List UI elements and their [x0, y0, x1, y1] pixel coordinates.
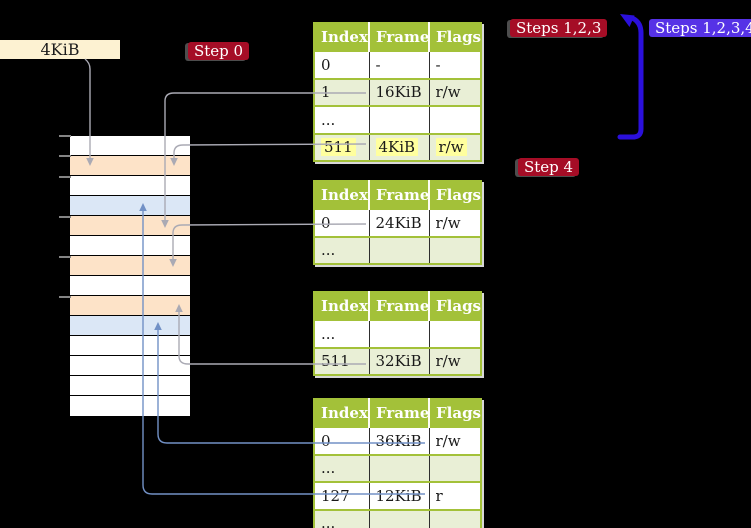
table-cell [429, 319, 481, 348]
table-cell: ... [314, 453, 370, 482]
table-row: 0-- [314, 50, 481, 79]
column-header-index: Index [314, 399, 370, 427]
table-cell: 511 [314, 132, 370, 161]
column-header-flags: Flags [429, 399, 481, 427]
steps-123-label: Steps 1,2,3 [510, 19, 608, 37]
table-cell: - [429, 50, 481, 79]
tick-mark [59, 135, 71, 137]
highlighted-value: 511 [321, 138, 356, 157]
table-cell: 1 [314, 77, 370, 106]
table-cell: ... [314, 319, 370, 348]
table-cell [369, 508, 430, 528]
table-row: 511 32KiB r/w [314, 346, 481, 375]
page-table-second: Index Frame Flags 0 24KiB r/w... [313, 180, 482, 265]
page-table-bottom: Index Frame Flags 0 36KiB r/w... 127 12KiB r... [313, 398, 482, 528]
memory-frame-row-orange [70, 256, 190, 276]
memory-frame-row-white [70, 376, 190, 396]
table-cell: r/w [429, 132, 481, 161]
table-cell: 24KiB [369, 208, 430, 237]
physical-memory-stack [70, 136, 190, 416]
table-cell: 12KiB [369, 481, 430, 510]
table-cell: ... [314, 105, 370, 134]
table-row: 0 36KiB r/w [314, 426, 481, 455]
table-row: ... [314, 508, 481, 528]
tick-mark [59, 296, 71, 298]
table-cell [369, 319, 430, 348]
table-cell: ... [314, 235, 370, 264]
table-cell: r/w [429, 208, 481, 237]
table-row: 0 24KiB r/w [314, 208, 481, 237]
tick-mark [59, 216, 71, 218]
memory-frame-row-blue [70, 196, 190, 216]
memory-frame-row-orange [70, 216, 190, 236]
table-cell [429, 508, 481, 528]
table-cell [429, 105, 481, 134]
table-cell: 36KiB [369, 426, 430, 455]
table-cell: ... [314, 508, 370, 528]
steps-bracket-arrow [617, 14, 644, 140]
memory-frame-row-white [70, 136, 190, 156]
highlighted-value: 4KiB [375, 138, 419, 157]
table-cell: 127 [314, 481, 370, 510]
memory-frame-row-orange [70, 296, 190, 316]
table-cell: 0 [314, 50, 370, 79]
column-header-frame: Frame [369, 399, 430, 427]
column-header-index: Index [314, 181, 370, 209]
highlighted-value: r/w [435, 138, 467, 157]
memory-frame-row-white [70, 176, 190, 196]
table-row: ... [314, 235, 481, 264]
memory-frame-row-orange [70, 156, 190, 176]
memory-frame-row-white [70, 336, 190, 356]
tick-mark [59, 256, 71, 258]
memory-frame-row-white [70, 396, 190, 416]
memory-frame-row-white [70, 276, 190, 296]
table-cell: 16KiB [369, 77, 430, 106]
page-table-third: Index Frame Flags... 511 32KiB r/w [313, 291, 482, 376]
table-cell: r/w [429, 77, 481, 106]
table-cell: 32KiB [369, 346, 430, 375]
memory-frame-row-white [70, 356, 190, 376]
table-row: 127 12KiB r [314, 481, 481, 510]
table-cell: r/w [429, 346, 481, 375]
column-header-frame: Frame [369, 292, 430, 320]
table-cell [369, 235, 430, 264]
table-row: ... [314, 319, 481, 348]
column-header-frame: Frame [369, 23, 430, 51]
table-row: ... [314, 105, 481, 134]
column-header-index: Index [314, 23, 370, 51]
column-header-index: Index [314, 292, 370, 320]
tick-mark [59, 155, 71, 157]
memory-frame-row-blue [70, 316, 190, 336]
table-cell: 511 [314, 346, 370, 375]
table-cell: 0 [314, 426, 370, 455]
arrowhead-upleft-icon [620, 14, 635, 27]
table-cell [369, 105, 430, 134]
step-4-label: Step 4 [518, 158, 580, 176]
column-header-flags: Flags [429, 292, 481, 320]
page-size-label: 4KiB [0, 40, 120, 59]
steps-1234-label: Steps 1,2,3,4 [649, 19, 751, 37]
memory-frame-row-white [70, 236, 190, 256]
table-row: 1 16KiB r/w [314, 77, 481, 106]
table-row: ... [314, 453, 481, 482]
page-table-top: Index Frame Flags 0- -1 16KiB r/w... 511 4KiB r/w [313, 22, 482, 162]
table-row: 511 4KiB r/w [314, 132, 481, 161]
column-header-frame: Frame [369, 181, 430, 209]
table-cell: r/w [429, 426, 481, 455]
step-0-label: Step 0 [188, 42, 250, 60]
table-cell: 0 [314, 208, 370, 237]
column-header-flags: Flags [429, 23, 481, 51]
table-cell [369, 453, 430, 482]
column-header-flags: Flags [429, 181, 481, 209]
table-cell: r [429, 481, 481, 510]
table-cell: - [369, 50, 430, 79]
table-cell [429, 235, 481, 264]
table-cell: 4KiB [369, 132, 430, 161]
tick-mark [59, 176, 71, 178]
table-cell [429, 453, 481, 482]
